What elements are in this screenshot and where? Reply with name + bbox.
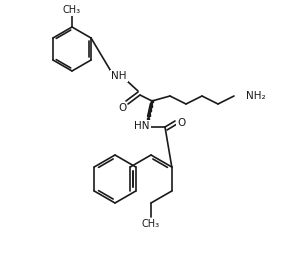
Text: HN: HN xyxy=(134,121,150,131)
Text: CH₃: CH₃ xyxy=(63,5,81,15)
Text: O: O xyxy=(118,103,126,113)
Text: NH: NH xyxy=(111,71,127,81)
Text: CH₃: CH₃ xyxy=(142,219,160,229)
Text: NH₂: NH₂ xyxy=(246,91,266,101)
Text: O: O xyxy=(177,118,185,128)
